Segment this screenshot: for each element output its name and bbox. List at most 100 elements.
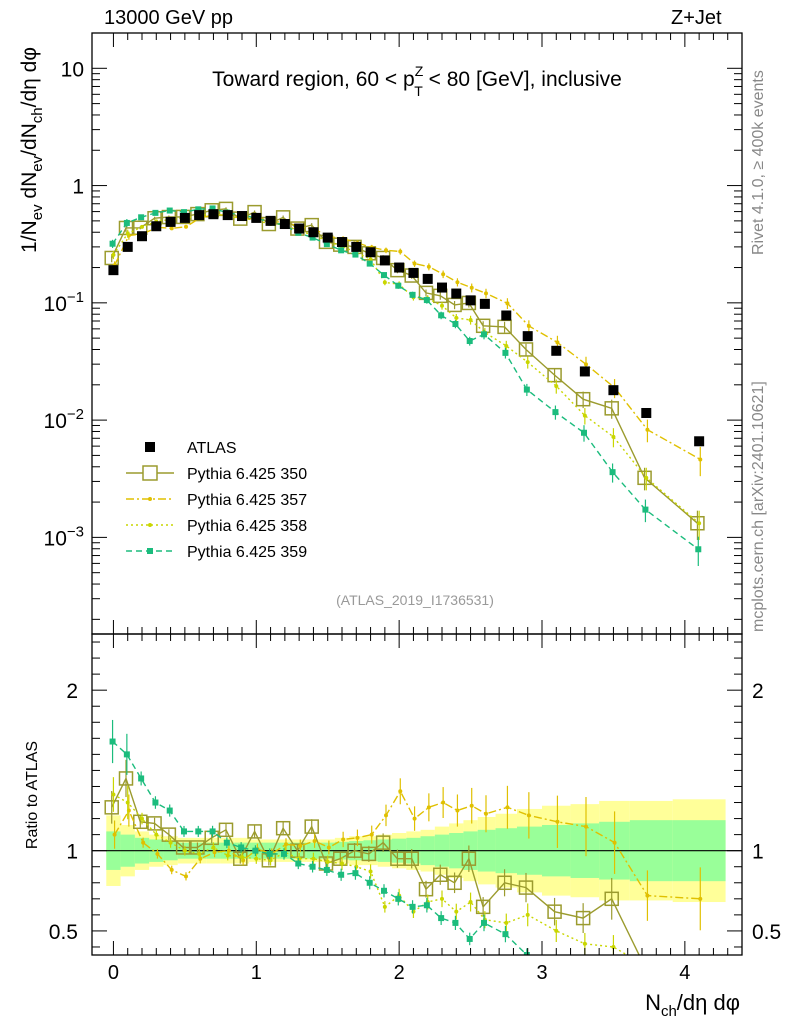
series-marker — [438, 312, 445, 319]
ratio-marker — [333, 851, 348, 866]
ratio-marker — [440, 896, 444, 901]
legend-label: Pythia 6.425 357 — [187, 492, 307, 509]
series-marker — [468, 317, 473, 322]
ratio-marker — [610, 976, 616, 982]
series-marker — [484, 291, 488, 296]
series-line — [112, 212, 700, 524]
series-marker — [166, 207, 173, 214]
legend-label: Pythia 6.425 350 — [187, 466, 307, 483]
ratio-panel-content — [92, 719, 742, 986]
ratio-marker — [304, 819, 319, 834]
series-marker — [352, 251, 359, 258]
ratio-marker — [275, 820, 291, 836]
ratio-marker — [426, 805, 431, 810]
ratio-marker — [452, 919, 459, 926]
series-marker — [409, 291, 416, 298]
series-marker — [398, 249, 403, 254]
data-point — [151, 221, 162, 232]
ratio-marker — [295, 860, 302, 867]
series-marker — [575, 391, 591, 407]
ratio-marker — [312, 839, 317, 844]
series-marker — [140, 224, 144, 229]
ratio-marker — [325, 859, 330, 864]
ratio-marker — [123, 751, 130, 758]
ratio-marker — [211, 845, 216, 850]
series-marker — [518, 342, 534, 357]
series-line — [112, 207, 699, 550]
ratio-marker — [466, 935, 473, 942]
ratio-marker — [697, 977, 701, 981]
series-marker — [695, 546, 702, 553]
ratio-marker — [366, 879, 373, 886]
chart-title: Toward region, 60 < pZ T < 80 [GeV], incl… — [212, 63, 622, 99]
data-point — [479, 298, 490, 309]
ratio-marker — [468, 900, 473, 905]
series-marker — [555, 340, 560, 345]
legend-marker — [142, 465, 158, 481]
data-point — [579, 366, 590, 377]
ratio-marker — [152, 799, 159, 806]
x-tick-label: 2 — [394, 962, 405, 984]
ratio-marker — [184, 874, 188, 879]
ratio-marker — [547, 904, 562, 919]
ratio-marker — [225, 853, 230, 858]
ratio-marker — [347, 843, 362, 858]
ratio-marker — [147, 816, 162, 831]
data-point — [322, 232, 333, 243]
ratio-marker — [290, 843, 305, 858]
ratio-marker — [497, 875, 512, 891]
series-marker — [366, 260, 373, 267]
ratio-marker — [581, 960, 587, 966]
x-tick-label: 1 — [251, 962, 262, 984]
series-marker — [309, 234, 316, 241]
ratio-marker — [175, 840, 191, 855]
series-marker — [440, 303, 444, 308]
ratio-marker — [223, 839, 230, 846]
series-marker — [697, 521, 702, 526]
data-point — [694, 436, 705, 447]
data-point — [422, 273, 433, 284]
data-point — [137, 231, 147, 242]
ratio-marker — [181, 828, 187, 835]
series-marker — [181, 209, 187, 216]
ratio-marker — [691, 973, 704, 986]
legend-label: Pythia 6.425 358 — [187, 518, 307, 535]
ratio-tick-label-right: 1 — [752, 841, 764, 864]
ratio-marker — [281, 850, 287, 857]
legend-marker-data — [145, 442, 155, 452]
ratio-marker — [381, 887, 387, 894]
ratio-tick-label-right: 2 — [752, 680, 764, 703]
data-point — [294, 223, 305, 234]
ratio-marker — [311, 856, 316, 861]
data-point — [165, 216, 176, 227]
series-marker — [466, 338, 473, 345]
ratio-marker — [454, 909, 459, 914]
x-tick-label: 0 — [108, 962, 119, 984]
series-marker — [452, 321, 459, 328]
process-label: Z+Jet — [671, 7, 722, 29]
data-point — [551, 345, 562, 356]
series-marker — [642, 506, 649, 513]
series-marker — [554, 384, 559, 389]
ratio-axis-label: Ratio to ATLAS — [24, 741, 41, 849]
ratio-line — [113, 789, 701, 900]
ratio-marker — [612, 840, 617, 845]
ratio-marker — [309, 863, 316, 870]
ratio-marker — [505, 805, 510, 810]
y-tick-label: 10−2 — [44, 406, 84, 433]
series-marker — [184, 224, 188, 229]
ratio-marker — [240, 855, 244, 860]
ratio-marker — [525, 912, 530, 917]
series-marker — [469, 285, 474, 290]
series-marker — [382, 280, 387, 285]
ratio-tick-label: 2 — [66, 680, 78, 703]
ratio-marker — [502, 931, 509, 938]
ratio-marker — [582, 941, 587, 946]
ratio-marker — [526, 813, 531, 818]
series-marker — [125, 231, 130, 236]
ratio-marker — [195, 828, 202, 835]
ratio-marker — [554, 928, 559, 933]
series-marker — [502, 349, 509, 356]
y-tick-label: 10−3 — [44, 523, 84, 550]
ratio-marker — [298, 843, 303, 848]
